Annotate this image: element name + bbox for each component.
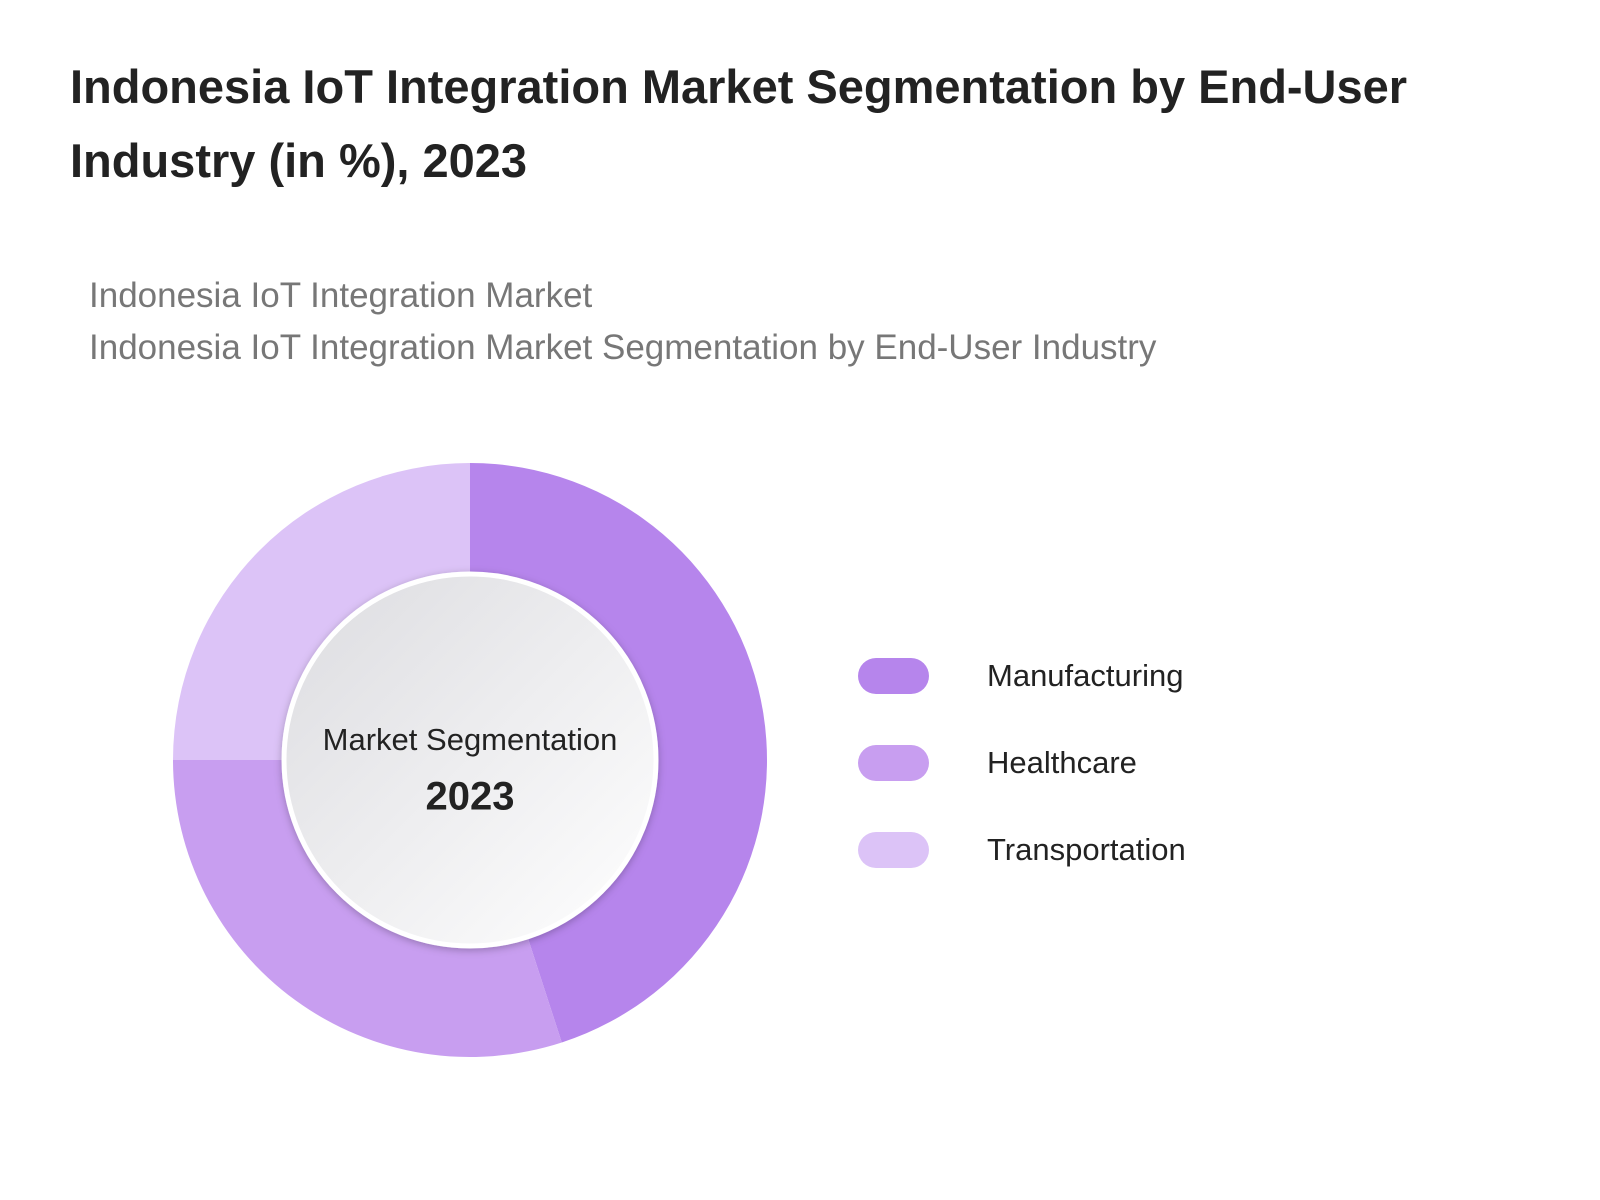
legend-item: Transportation <box>858 806 1186 893</box>
legend-swatch <box>858 831 929 868</box>
subtitle: Indonesia IoT Integration Market Segment… <box>89 328 1157 367</box>
chart-title: Indonesia IoT Integration Market Segment… <box>70 60 1408 187</box>
legend-swatch <box>858 657 929 694</box>
legend-label: Transportation <box>987 831 1186 867</box>
center-label: Market Segmentation <box>323 722 618 757</box>
legend-label: Healthcare <box>987 744 1137 780</box>
legend-item: Manufacturing <box>858 632 1186 719</box>
legend: Manufacturing Healthcare Transportation <box>858 632 1186 893</box>
legend-label: Manufacturing <box>987 657 1184 693</box>
legend-swatch <box>858 744 929 781</box>
donut-chart: Market Segmentation 2023 <box>173 463 767 1057</box>
center-value: 2023 <box>426 775 515 819</box>
legend-item: Healthcare <box>858 719 1186 806</box>
subtitle: Indonesia IoT Integration Market <box>89 276 593 315</box>
slice <box>173 463 470 760</box>
center-disc <box>281 571 659 949</box>
